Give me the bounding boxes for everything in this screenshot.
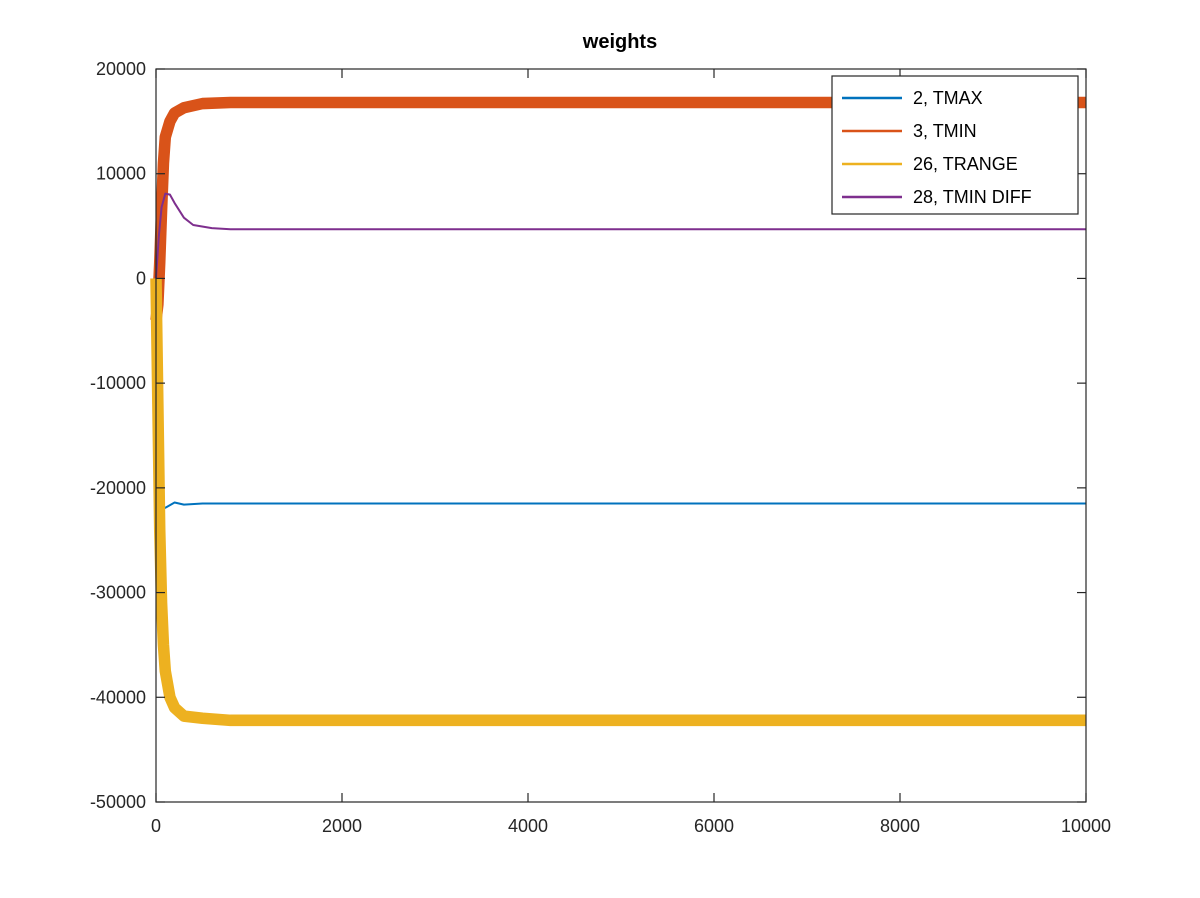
- series-line-2: [150, 96, 1086, 321]
- x-tick-label: 10000: [1061, 816, 1111, 836]
- y-tick-label: -30000: [90, 583, 146, 603]
- series-layer: [150, 96, 1086, 727]
- x-tick-label: 2000: [322, 816, 362, 836]
- x-tick-label: 4000: [508, 816, 548, 836]
- chart-title: weights: [582, 31, 657, 53]
- y-tick-label: -40000: [90, 687, 146, 707]
- x-tick-label: 8000: [880, 816, 920, 836]
- y-tick-label: 0: [136, 268, 146, 288]
- y-tick-label: 20000: [96, 59, 146, 79]
- y-tick-label: -10000: [90, 373, 146, 393]
- legend-label-3: 26, TRANGE: [913, 154, 1018, 174]
- legend-label-1: 2, TMAX: [913, 88, 983, 108]
- y-tick-label: -20000: [90, 478, 146, 498]
- series-line-3: [150, 278, 1086, 727]
- axes-box: [155, 68, 1087, 803]
- legend-label-2: 3, TMIN: [913, 121, 977, 141]
- axes-layer: 0 2000 4000 6000 8000 10000 -50000 -40000 -30000…: [90, 59, 1111, 836]
- legend-label-4: 28, TMIN DIFF: [913, 187, 1032, 207]
- legend: 2, TMAX 3, TMIN 26, TRANGE 28, TMIN DIFF: [831, 75, 1079, 215]
- x-tick-label: 0: [151, 816, 161, 836]
- series-line-4: [155, 192, 1086, 279]
- y-tick-label: 10000: [96, 164, 146, 184]
- y-tick-label: -50000: [90, 792, 146, 812]
- x-tick-label: 6000: [694, 816, 734, 836]
